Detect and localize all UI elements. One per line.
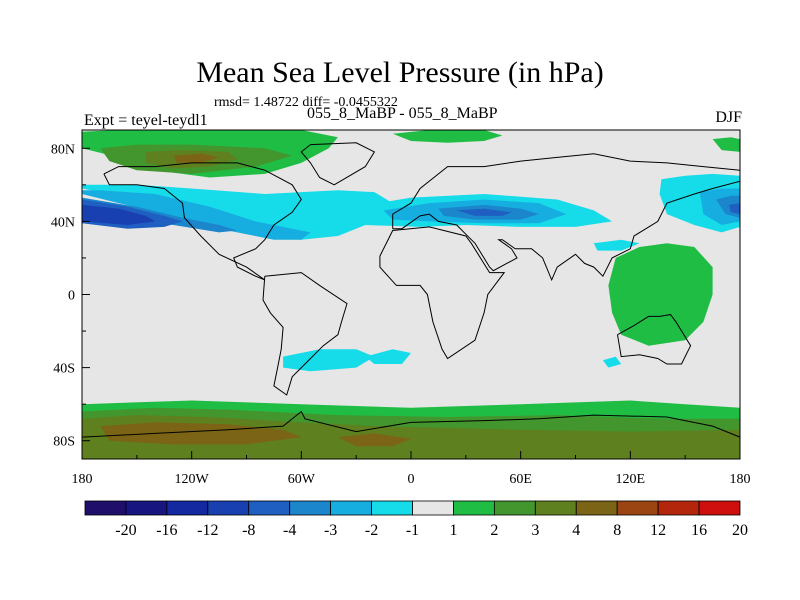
region-pacific-arctic-patch bbox=[712, 137, 740, 152]
stats-text: rmsd= 1.48722 diff= -0.0455322 bbox=[214, 95, 398, 110]
season-label: DJF bbox=[715, 109, 742, 126]
region-southern-ocean-high-peak-b bbox=[337, 433, 411, 447]
colorbar: -20 -16 -12 -8 -4 -3 -2 -1 1 2 3 4 8 12 16 20 bbox=[84, 500, 748, 539]
region-south-atlantic-low bbox=[283, 349, 375, 372]
region-southern-ocean-high-core bbox=[82, 415, 740, 459]
colorbar-label: 3 bbox=[531, 522, 539, 539]
coastline-antarctica bbox=[82, 410, 740, 438]
colorbar-label: 8 bbox=[613, 522, 621, 539]
x-tick-label: 120E bbox=[616, 472, 646, 487]
colorbar-label: -3 bbox=[324, 522, 337, 539]
colorbar-label: 1 bbox=[449, 522, 457, 539]
colorbar-swatch bbox=[289, 500, 332, 516]
colorbar-label: -16 bbox=[156, 522, 177, 539]
x-tick-label: 120W bbox=[175, 472, 210, 487]
x-tick-label: 0 bbox=[408, 472, 415, 487]
colorbar-swatch bbox=[575, 500, 618, 516]
region-south-east-pacific-low bbox=[365, 349, 411, 364]
colorbar-swatch bbox=[616, 500, 659, 516]
colorbar-swatch bbox=[412, 500, 454, 516]
x-tick-label: 180 bbox=[730, 472, 751, 487]
coastline-greenland bbox=[300, 142, 376, 186]
region-arctic-high-peak bbox=[173, 153, 220, 163]
colorbar-label: -8 bbox=[242, 522, 255, 539]
colorbar-label: -12 bbox=[197, 522, 218, 539]
colorbar-swatch bbox=[330, 500, 372, 516]
colorbar-label: -1 bbox=[406, 522, 419, 539]
axes: 180 120W 60W 0 60E 120E 180 80N 40N 0 40S 80S bbox=[51, 142, 751, 487]
colorbar-label: 12 bbox=[650, 522, 666, 539]
colorbar-label: 16 bbox=[691, 522, 707, 539]
region-european-arctic-high bbox=[392, 130, 503, 143]
colorbar-label: -2 bbox=[365, 522, 378, 539]
y-tick-label: 0 bbox=[68, 289, 75, 304]
colorbar-swatch bbox=[166, 500, 209, 516]
colorbar-swatch bbox=[698, 500, 741, 516]
colorbar-swatch bbox=[534, 500, 577, 516]
colorbar-swatch bbox=[207, 500, 250, 516]
coastline-africa bbox=[379, 226, 506, 360]
coastline-north-america bbox=[103, 162, 302, 281]
coastlines bbox=[82, 142, 740, 438]
coastline-australia bbox=[617, 314, 692, 365]
colorbar-label: -20 bbox=[115, 522, 136, 539]
region-north-atlantic-low-core-b bbox=[82, 204, 156, 225]
y-tick-label: 40N bbox=[51, 215, 75, 230]
colorbar-label: 4 bbox=[572, 522, 580, 539]
colorbar-label: -4 bbox=[283, 522, 296, 539]
region-australia-low bbox=[602, 356, 622, 368]
x-tick-label: 60W bbox=[288, 472, 316, 487]
colorbar-swatch bbox=[657, 500, 700, 516]
chart-subtitle: 055_8_MaBP - 055_8_MaBP bbox=[307, 105, 498, 122]
region-tropical-pacific-cyan bbox=[593, 239, 640, 251]
experiment-label: Expt = teyel-teydl1 bbox=[84, 112, 208, 129]
region-north-pacific-low-core bbox=[729, 203, 740, 215]
region-asia-low-core bbox=[456, 208, 512, 216]
y-tick-label: 80N bbox=[51, 142, 75, 157]
colorbar-label: 2 bbox=[490, 522, 498, 539]
region-north-atlantic-low-deep bbox=[82, 190, 311, 240]
colorbar-label: 20 bbox=[732, 522, 748, 539]
chart-title: Mean Sea Level Pressure (in hPa) bbox=[196, 56, 604, 89]
region-south-indian-high bbox=[608, 243, 713, 346]
coastline-eurasia bbox=[392, 153, 740, 282]
colorbar-swatch bbox=[248, 500, 291, 516]
x-tick-label: 60E bbox=[509, 472, 532, 487]
x-tick-label: 180 bbox=[72, 472, 93, 487]
y-tick-label: 80S bbox=[53, 435, 75, 450]
colorbar-swatch bbox=[371, 500, 413, 516]
contour-regions bbox=[82, 130, 740, 459]
colorbar-swatch bbox=[125, 500, 168, 516]
y-tick-label: 40S bbox=[53, 362, 75, 377]
colorbar-swatch bbox=[453, 500, 495, 516]
colorbar-swatch bbox=[493, 500, 536, 516]
coastline-south-america bbox=[262, 272, 348, 396]
colorbar-swatch bbox=[84, 500, 127, 516]
